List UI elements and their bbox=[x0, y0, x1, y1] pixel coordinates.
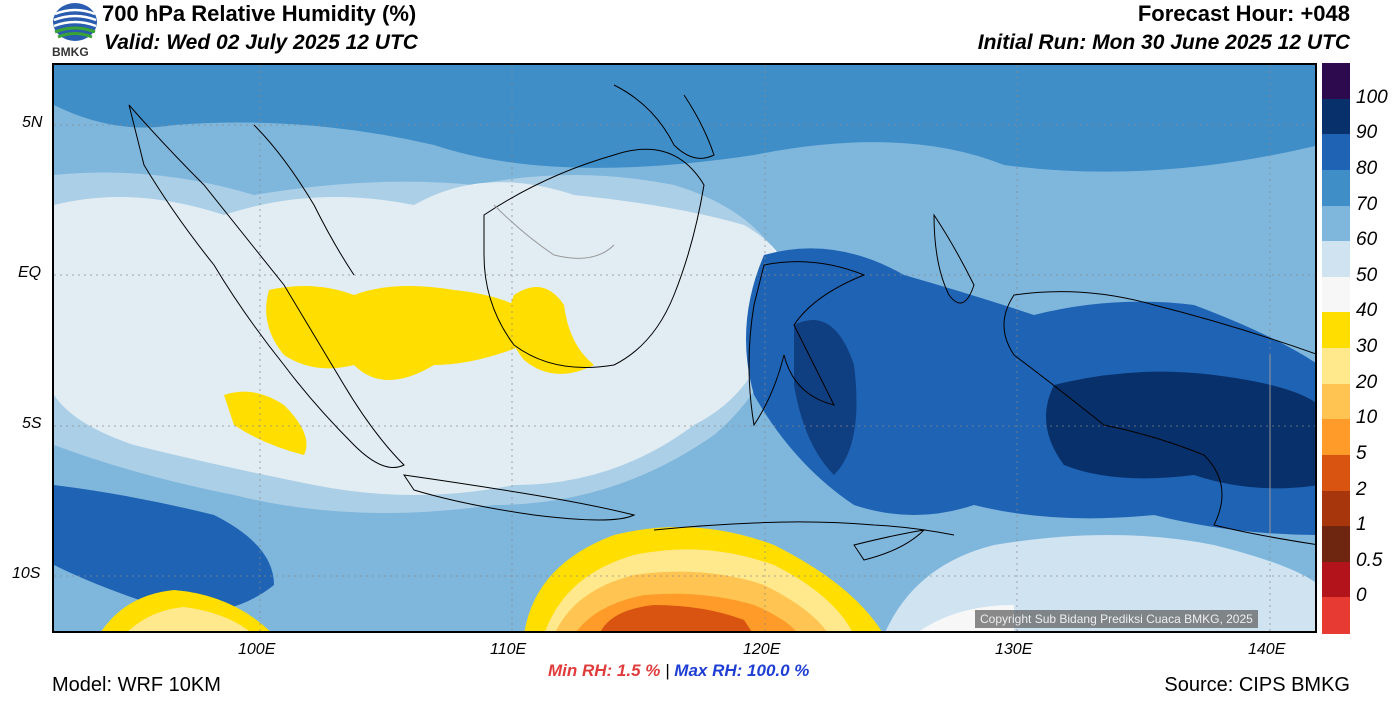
graticule bbox=[54, 65, 1315, 631]
rh-field-dry-borneo bbox=[508, 287, 594, 374]
colorbar-label: 20 bbox=[1356, 371, 1378, 393]
colorbar-segment bbox=[1322, 169, 1350, 206]
colorbar-label: 0.5 bbox=[1356, 549, 1383, 571]
colorbar-label: 5 bbox=[1356, 442, 1367, 464]
lat-label-10s: 10S bbox=[12, 565, 41, 582]
colorbar bbox=[1322, 63, 1350, 634]
colorbar-label: 90 bbox=[1356, 122, 1378, 144]
valid-time: Valid: Wed 02 July 2025 12 UTC bbox=[104, 31, 418, 54]
colorbar-segment bbox=[1322, 134, 1350, 171]
source-label: Source: CIPS BMKG bbox=[1164, 674, 1350, 696]
lon-label-130e: 130E bbox=[995, 641, 1033, 658]
min-rh: Min RH: 1.5 % bbox=[548, 661, 661, 680]
copyright-note: Copyright Sub Bidang Prediksi Cuaca BMKG… bbox=[975, 610, 1258, 628]
colorbar-label: 50 bbox=[1356, 264, 1378, 286]
colorbar-segment bbox=[1322, 276, 1350, 313]
sulawesi-coast bbox=[748, 261, 866, 427]
rh-field-dry-west bbox=[224, 391, 307, 455]
min-max-separator: | bbox=[665, 661, 670, 680]
colorbar-segment bbox=[1322, 63, 1350, 100]
lon-label-100e: 100E bbox=[238, 641, 276, 658]
rh-field-sulawesi-core bbox=[794, 320, 857, 475]
model-label: Model: WRF 10KM bbox=[52, 674, 221, 696]
rh-field-banda-core bbox=[1046, 371, 1315, 489]
colorbar-label: 1 bbox=[1356, 514, 1367, 536]
lesser-sunda bbox=[653, 521, 955, 536]
colorbar-label: 10 bbox=[1356, 407, 1378, 429]
lon-label-120e: 120E bbox=[743, 641, 781, 658]
colorbar-label: 70 bbox=[1356, 193, 1378, 215]
border-lines bbox=[493, 204, 1271, 535]
colorbar-label: 0 bbox=[1356, 585, 1367, 607]
lon-label-110e: 110E bbox=[490, 641, 527, 658]
colorbar-segment bbox=[1322, 348, 1350, 385]
colorbar-label: 60 bbox=[1356, 229, 1378, 251]
colorbar-label: 30 bbox=[1356, 336, 1378, 357]
lon-label-140e: 140E bbox=[1248, 641, 1286, 658]
rh-field-dry-sumatra bbox=[266, 286, 552, 380]
colorbar-segment bbox=[1322, 98, 1350, 135]
java-coast bbox=[402, 474, 636, 521]
colorbar-segment bbox=[1322, 241, 1350, 278]
colorbar-segment bbox=[1322, 561, 1350, 598]
colorbar-segment bbox=[1322, 205, 1350, 242]
colorbar-segment bbox=[1322, 597, 1350, 634]
forecast-hour: Forecast Hour: +048 bbox=[1137, 1, 1350, 26]
rh-field-north bbox=[54, 65, 1315, 172]
timor-coast bbox=[853, 529, 926, 561]
min-max-rh: Min RH: 1.5 % | Max RH: 100.0 % bbox=[548, 661, 809, 681]
chart-title: 700 hPa Relative Humidity (%) bbox=[102, 1, 417, 26]
halmahera-coast bbox=[933, 213, 975, 304]
colorbar-segment bbox=[1322, 312, 1350, 349]
colorbar-label: 80 bbox=[1356, 157, 1378, 179]
humidity-map bbox=[52, 63, 1317, 633]
colorbar-segment bbox=[1322, 419, 1350, 456]
colorbar-label: 100 bbox=[1356, 86, 1388, 108]
papua-coast bbox=[1003, 291, 1315, 545]
colorbar-segment bbox=[1322, 526, 1350, 563]
logo-text: BMKG bbox=[52, 45, 89, 59]
colorbar-segment bbox=[1322, 454, 1350, 491]
philippines-coast bbox=[613, 84, 715, 159]
borneo-coast bbox=[483, 148, 705, 368]
rh-field-sw bbox=[54, 485, 274, 612]
initial-run: Initial Run: Mon 30 June 2025 12 UTC bbox=[977, 31, 1350, 54]
malay-coast bbox=[253, 124, 355, 276]
lat-label-5s: 5S bbox=[22, 415, 42, 432]
sumatra-coast bbox=[128, 104, 405, 468]
rh-field-dry-plume-core bbox=[600, 605, 752, 631]
lat-label-5n: 5N bbox=[22, 114, 43, 131]
bmkg-logo: BMKG bbox=[52, 2, 98, 60]
colorbar-segment bbox=[1322, 490, 1350, 527]
rh-field-dry-sw-inner bbox=[128, 607, 250, 631]
coastlines bbox=[128, 84, 1315, 561]
max-rh: Max RH: 100.0 % bbox=[674, 661, 810, 680]
colorbar-label: 40 bbox=[1356, 300, 1378, 322]
colorbar-label: 2 bbox=[1356, 478, 1367, 500]
lat-label-eq: EQ bbox=[18, 264, 42, 281]
colorbar-segment bbox=[1322, 383, 1350, 420]
